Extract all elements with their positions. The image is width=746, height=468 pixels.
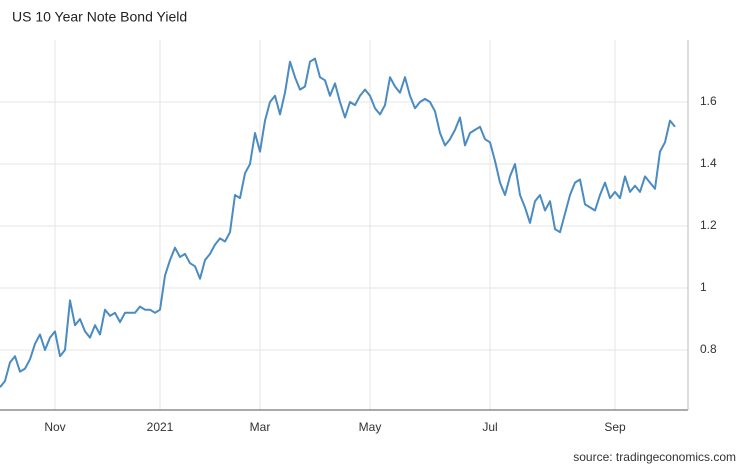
x-tick-label: Sep <box>604 420 626 434</box>
x-tick-label: 2021 <box>147 420 174 434</box>
x-tick-label: Jul <box>482 420 497 434</box>
y-tick-label: 1.2 <box>700 218 717 232</box>
source: source: tradingeconomics.com <box>573 450 736 464</box>
y-tick-label: 1.6 <box>700 94 717 108</box>
y-tick-label: 0.8 <box>700 342 717 356</box>
y-tick-label: 1 <box>700 280 707 294</box>
x-tick-label: Mar <box>250 420 271 434</box>
x-tick-label: May <box>359 420 382 434</box>
chart-title: US 10 Year Note Bond Yield <box>12 9 187 25</box>
y-tick-label: 1.4 <box>700 156 717 170</box>
line-series <box>0 57 676 388</box>
x-tick-label: Nov <box>44 420 65 434</box>
